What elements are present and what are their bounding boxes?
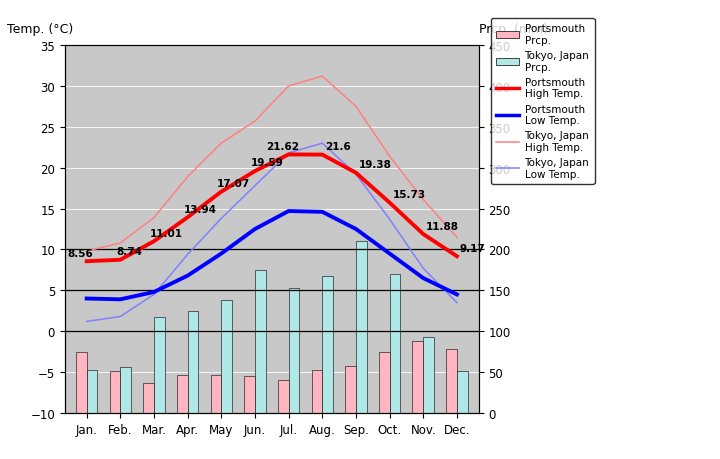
Bar: [120, 367, 131, 413]
Bar: [210, 375, 221, 413]
Text: 8.74: 8.74: [116, 246, 142, 257]
Bar: [457, 371, 468, 413]
Text: 13.94: 13.94: [184, 204, 217, 214]
Text: 11.88: 11.88: [426, 221, 459, 231]
Legend: Portsmouth
Prcp., Tokyo, Japan
Prcp., Portsmouth
High Temp., Portsmouth
Low Temp: Portsmouth Prcp., Tokyo, Japan Prcp., Po…: [491, 19, 595, 185]
Text: 17.07: 17.07: [217, 179, 251, 189]
Bar: [143, 383, 154, 413]
Bar: [76, 353, 86, 413]
Bar: [390, 274, 400, 413]
Text: 21.6: 21.6: [325, 142, 351, 151]
Text: 8.56: 8.56: [67, 248, 93, 258]
Bar: [356, 242, 366, 413]
Text: 15.73: 15.73: [392, 190, 426, 200]
Bar: [446, 349, 457, 413]
Text: 19.59: 19.59: [251, 158, 284, 168]
Bar: [154, 317, 165, 413]
Bar: [86, 371, 97, 413]
Bar: [177, 375, 188, 413]
Bar: [413, 341, 423, 413]
Text: 21.62: 21.62: [266, 141, 300, 151]
Text: 19.38: 19.38: [359, 160, 392, 170]
Bar: [255, 270, 266, 413]
Bar: [345, 367, 356, 413]
Bar: [278, 381, 289, 413]
Text: 9.17: 9.17: [459, 243, 485, 253]
Bar: [312, 370, 323, 413]
Text: 11.01: 11.01: [150, 228, 183, 238]
Bar: [109, 371, 120, 413]
Bar: [188, 311, 199, 413]
Bar: [379, 353, 390, 413]
Bar: [244, 376, 255, 413]
Text: Temp. (°C): Temp. (°C): [7, 23, 73, 36]
Bar: [323, 276, 333, 413]
Bar: [423, 337, 434, 413]
Bar: [221, 301, 232, 413]
Text: Prcp. (mm): Prcp. (mm): [479, 23, 548, 36]
Bar: [289, 288, 300, 413]
